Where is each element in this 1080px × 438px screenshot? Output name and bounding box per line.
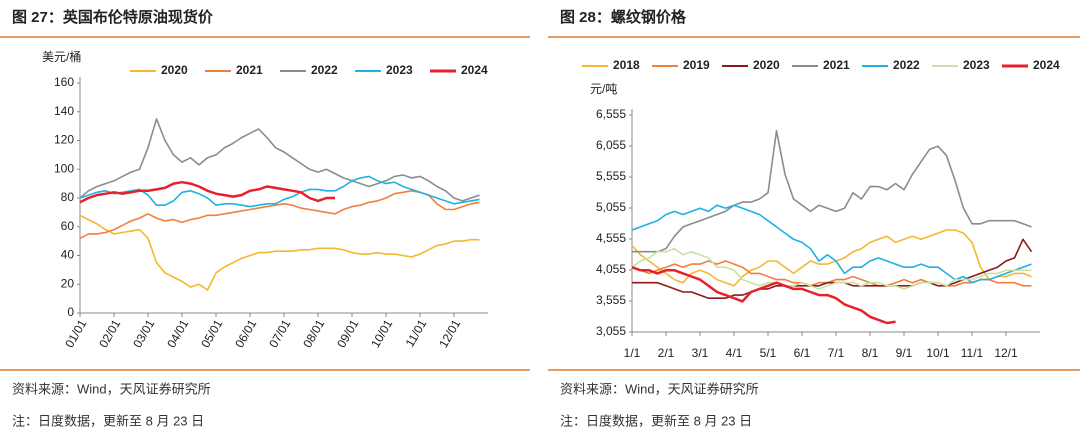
y-axis-label: 元/吨 — [590, 82, 617, 96]
note: 注：日度数据，更新至 8 月 23 日 — [12, 413, 204, 428]
legend-label: 2023 — [386, 63, 413, 77]
y-tick-label: 80 — [61, 190, 75, 204]
x-tick-label: 2/1 — [658, 346, 675, 360]
x-tick-label: 6/1 — [794, 346, 811, 360]
y-tick-label: 60 — [61, 219, 75, 233]
y-tick-label: 5,055 — [596, 200, 626, 214]
legend-label: 2024 — [461, 63, 488, 77]
x-tick-label: 5/1 — [760, 346, 777, 360]
legend-label: 2021 — [823, 58, 850, 72]
legend-label: 2020 — [753, 58, 780, 72]
series-line — [631, 260, 1032, 287]
y-tick-label: 40 — [61, 248, 75, 262]
y-tick-label: 4,555 — [596, 231, 626, 245]
legend-label: 2022 — [893, 58, 920, 72]
series-line — [631, 266, 896, 325]
chart-title: 图 28：螺纹钢价格 — [560, 8, 687, 26]
x-tick-label: 9/1 — [896, 346, 913, 360]
legend-label: 2018 — [613, 58, 640, 72]
legend-label: 2023 — [963, 58, 990, 72]
series-line — [631, 247, 1032, 290]
y-tick-label: 160 — [54, 75, 74, 89]
x-tick-label: 11/1 — [961, 346, 984, 360]
series-line — [631, 204, 1032, 284]
y-tick-label: 4,055 — [596, 262, 626, 276]
legend-label: 2019 — [683, 58, 710, 72]
legend-label: 2021 — [236, 63, 263, 77]
x-tick-label: 12/1 — [994, 346, 1018, 360]
series-line — [79, 118, 480, 202]
x-tick-label: 7/1 — [828, 346, 845, 360]
source: 资料来源：Wind，天风证券研究所 — [12, 381, 211, 396]
y-tick-label: 6,055 — [596, 138, 626, 152]
y-tick-label: 3,055 — [596, 324, 626, 338]
series-line — [79, 214, 480, 291]
y-tick-label: 0 — [67, 305, 74, 319]
series-line — [79, 175, 480, 208]
y-axis-label: 美元/桶 — [42, 49, 81, 64]
source: 资料来源：Wind，天风证券研究所 — [560, 381, 759, 396]
y-tick-label: 100 — [54, 161, 74, 175]
series-line — [79, 190, 480, 240]
y-tick-label: 6,555 — [596, 107, 626, 121]
y-tick-label: 20 — [61, 276, 75, 290]
legend-label: 2020 — [161, 63, 188, 77]
series-line — [79, 180, 335, 204]
x-tick-label: 10/1 — [926, 346, 950, 360]
legend-label: 2022 — [311, 63, 338, 77]
x-tick-label: 3/1 — [692, 346, 709, 360]
legend-label: 2024 — [1033, 58, 1060, 72]
chart-title: 图 27：英国布伦特原油现货价 — [12, 8, 214, 26]
series-line — [632, 130, 1032, 253]
x-tick-label: 4/1 — [726, 346, 743, 360]
y-tick-label: 120 — [54, 133, 74, 147]
y-tick-label: 140 — [54, 104, 74, 118]
y-tick-label: 5,555 — [596, 169, 626, 183]
series-line — [631, 229, 1032, 287]
x-tick-label: 8/1 — [862, 346, 879, 360]
x-tick-label: 1/1 — [624, 346, 641, 360]
note: 注：日度数据，更新至 8 月 23 日 — [560, 413, 752, 428]
y-tick-label: 3,555 — [596, 293, 626, 307]
